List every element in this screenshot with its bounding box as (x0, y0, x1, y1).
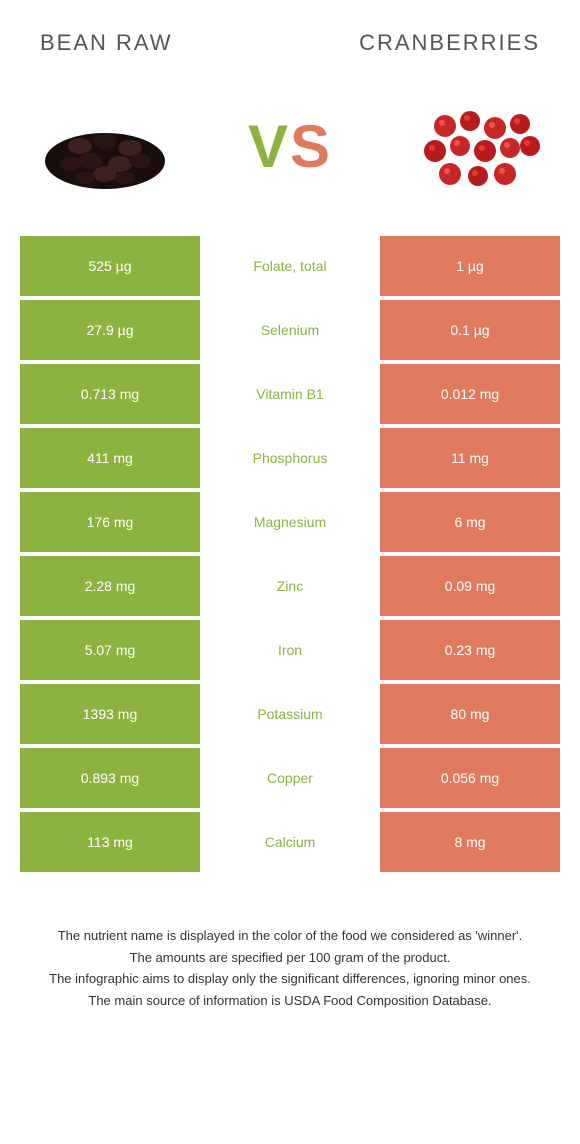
right-value: 0.23 mg (380, 620, 560, 680)
footnote-line: The main source of information is USDA F… (30, 991, 550, 1011)
nutrient-label: Phosphorus (200, 428, 380, 488)
table-row: 2.28 mgZinc0.09 mg (20, 556, 560, 616)
table-row: 27.9 µgSelenium0.1 µg (20, 300, 560, 360)
table-row: 525 µgFolate, total1 µg (20, 236, 560, 296)
left-value: 113 mg (20, 812, 200, 872)
nutrient-label: Potassium (200, 684, 380, 744)
footnote-line: The nutrient name is displayed in the co… (30, 926, 550, 946)
nutrient-label: Zinc (200, 556, 380, 616)
table-row: 0.713 mgVitamin B10.012 mg (20, 364, 560, 424)
table-row: 0.893 mgCopper0.056 mg (20, 748, 560, 808)
nutrient-label: Iron (200, 620, 380, 680)
vs-v-letter: V (248, 113, 290, 180)
nutrient-label: Calcium (200, 812, 380, 872)
left-value: 2.28 mg (20, 556, 200, 616)
left-value: 0.713 mg (20, 364, 200, 424)
right-value: 0.1 µg (380, 300, 560, 360)
infographic-container: BEAN RAW CRANBERRIES VS (0, 0, 580, 1052)
right-value: 0.09 mg (380, 556, 560, 616)
table-row: 5.07 mgIron0.23 mg (20, 620, 560, 680)
left-value: 27.9 µg (20, 300, 200, 360)
right-value: 6 mg (380, 492, 560, 552)
table-row: 113 mgCalcium8 mg (20, 812, 560, 872)
left-value: 1393 mg (20, 684, 200, 744)
right-value: 0.012 mg (380, 364, 560, 424)
nutrient-label: Magnesium (200, 492, 380, 552)
header-row: BEAN RAW CRANBERRIES (0, 0, 580, 76)
nutrient-label: Vitamin B1 (200, 364, 380, 424)
right-food-title: CRANBERRIES (359, 30, 540, 56)
right-value: 0.056 mg (380, 748, 560, 808)
left-value: 5.07 mg (20, 620, 200, 680)
left-food-title: BEAN RAW (40, 30, 173, 56)
cranberry-image (400, 86, 550, 206)
right-value: 80 mg (380, 684, 560, 744)
vs-label: VS (248, 112, 332, 181)
nutrient-label: Copper (200, 748, 380, 808)
table-row: 176 mgMagnesium6 mg (20, 492, 560, 552)
right-value: 11 mg (380, 428, 560, 488)
footnote-line: The amounts are specified per 100 gram o… (30, 948, 550, 968)
nutrient-table: 525 µgFolate, total1 µg27.9 µgSelenium0.… (20, 236, 560, 876)
footnote-line: The infographic aims to display only the… (30, 969, 550, 989)
left-value: 0.893 mg (20, 748, 200, 808)
nutrient-label: Folate, total (200, 236, 380, 296)
left-value: 176 mg (20, 492, 200, 552)
footnotes: The nutrient name is displayed in the co… (0, 876, 580, 1052)
left-value: 411 mg (20, 428, 200, 488)
vs-s-letter: S (290, 113, 332, 180)
left-value: 525 µg (20, 236, 200, 296)
right-value: 1 µg (380, 236, 560, 296)
vs-row: VS (0, 76, 580, 236)
table-row: 1393 mgPotassium80 mg (20, 684, 560, 744)
right-value: 8 mg (380, 812, 560, 872)
nutrient-label: Selenium (200, 300, 380, 360)
bean-image (30, 86, 180, 206)
table-row: 411 mgPhosphorus11 mg (20, 428, 560, 488)
